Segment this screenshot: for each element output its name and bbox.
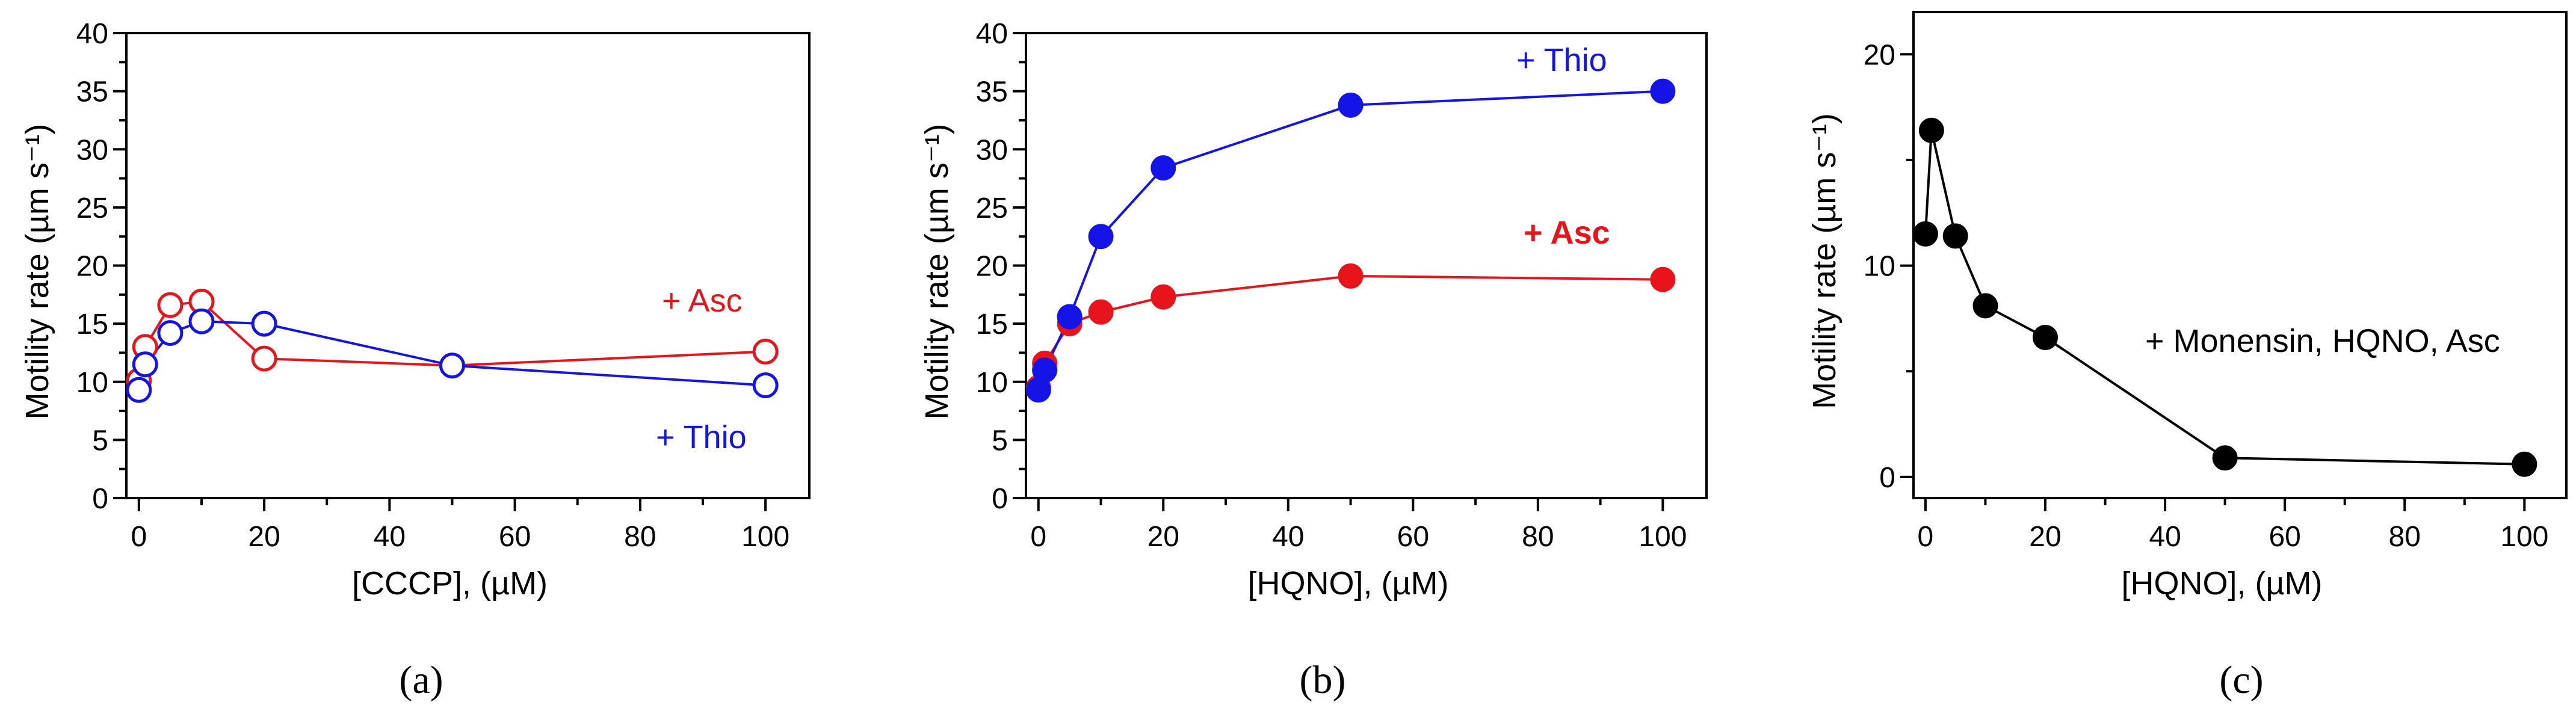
x-tick-label: 40 <box>1272 521 1304 553</box>
data-point <box>188 308 215 334</box>
data-point <box>1942 223 1968 249</box>
y-tick-label: 25 <box>76 192 108 224</box>
panel-label: (b) <box>1300 658 1346 702</box>
data-point <box>251 310 277 337</box>
y-tick-label: 35 <box>76 76 108 108</box>
y-tick-label: 5 <box>992 425 1008 457</box>
x-tick-label: 100 <box>741 521 789 553</box>
y-axis-title: Motility rate (µm s⁻¹) <box>919 124 955 420</box>
y-tick-label: 30 <box>76 134 108 166</box>
y-tick-label: 15 <box>76 309 108 340</box>
y-tick-label: 0 <box>992 483 1008 515</box>
data-point <box>1151 284 1176 310</box>
panel-label: (a) <box>399 658 443 702</box>
data-point <box>1088 299 1114 325</box>
plot-frame <box>1912 11 2568 499</box>
x-tick-label: 60 <box>1397 521 1429 553</box>
x-tick-label: 100 <box>2500 521 2548 553</box>
panel-label: (c) <box>2219 658 2263 702</box>
x-tick-label: 80 <box>624 521 656 553</box>
y-tick-label: 35 <box>976 76 1008 108</box>
series-line <box>1037 274 1663 388</box>
x-tick-label: 100 <box>1639 521 1687 553</box>
x-tick-label: 20 <box>1147 521 1179 553</box>
data-point <box>1338 263 1364 289</box>
data-point <box>2212 445 2238 471</box>
x-tick-label: 80 <box>2389 521 2421 553</box>
data-point <box>1650 78 1676 104</box>
data-point <box>752 372 779 399</box>
chart-panel-c: 0 20 40 60 80 100 0 10 20 [HQNO], (µM) Motility ra… <box>1806 11 2568 702</box>
x-tick-label: 0 <box>1030 521 1046 553</box>
chart-panel-b: 0 20 40 60 80 100 0 5 10 15 20 25 30 35 40 [HQNO], (µM)… <box>919 18 1708 702</box>
x-tick-label: 60 <box>499 521 531 553</box>
data-point <box>1912 221 1938 247</box>
x-axis-title: [HQNO], (µM) <box>1247 565 1448 602</box>
x-tick-label: 20 <box>248 521 280 553</box>
y-tick-label: 10 <box>76 367 108 399</box>
y-tick-label: 40 <box>976 18 1008 50</box>
data-point <box>2032 325 2058 351</box>
y-tick-label: 0 <box>1879 462 1895 494</box>
y-tick-label: 20 <box>976 251 1008 283</box>
y-tick-label: 5 <box>92 425 108 457</box>
data-point <box>157 320 184 346</box>
y-axis-title: Motility rate (µm s⁻¹) <box>1806 113 1842 409</box>
x-tick-label: 20 <box>2029 521 2061 553</box>
x-axis-title: [HQNO], (µM) <box>2121 565 2322 602</box>
series-annotation: + Thio <box>1516 42 1607 78</box>
series-line <box>1924 130 2525 466</box>
x-tick-label: 40 <box>374 521 406 553</box>
data-point <box>1972 293 1998 319</box>
x-tick-label: 60 <box>2269 521 2300 553</box>
data-point <box>1057 304 1083 330</box>
data-point <box>2512 451 2537 477</box>
x-tick-label: 0 <box>131 521 147 553</box>
x-tick-label: 0 <box>1918 521 1934 553</box>
y-tick-label: 40 <box>76 18 108 50</box>
data-point <box>1151 155 1176 181</box>
y-tick-label: 10 <box>976 367 1008 399</box>
x-tick-label: 40 <box>2149 521 2181 553</box>
plot-frame <box>1025 32 1708 499</box>
data-point <box>1032 357 1058 383</box>
x-tick-label: 80 <box>1522 521 1554 553</box>
y-axis-title: Motility rate (µm s⁻¹) <box>19 124 55 420</box>
y-tick-label: 10 <box>1864 251 1895 283</box>
data-point <box>439 352 465 379</box>
series-annotation: + Monensin, HQNO, Asc <box>2145 323 2500 359</box>
y-tick-label: 25 <box>976 192 1008 224</box>
y-tick-label: 0 <box>92 483 108 515</box>
data-point <box>1650 266 1676 292</box>
x-axis-title: [CCCP], (µM) <box>352 565 548 602</box>
data-point <box>132 351 158 378</box>
data-point <box>752 339 779 365</box>
series-annotation: + Asc <box>1524 215 1610 251</box>
series-annotation: + Asc <box>662 283 743 319</box>
chart-panel-a: 0 20 40 60 80 100 0 5 10 15 20 25 30 35 40 [CCCP], (µM)… <box>19 18 811 702</box>
series-annotation: + Thio <box>656 419 747 455</box>
data-point <box>1338 92 1364 118</box>
y-tick-label: 15 <box>976 309 1008 340</box>
data-point <box>126 377 152 403</box>
data-point <box>1918 117 1944 143</box>
y-tick-label: 20 <box>1864 39 1895 71</box>
data-point <box>1088 224 1114 250</box>
data-point <box>251 345 277 372</box>
y-tick-label: 30 <box>976 134 1008 166</box>
y-tick-label: 20 <box>76 251 108 283</box>
data-point <box>157 292 184 318</box>
